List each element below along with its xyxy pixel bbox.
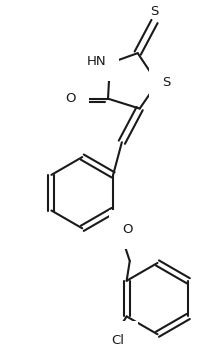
Text: O: O [65,92,75,105]
Text: HN: HN [86,54,106,67]
Text: O: O [122,223,132,236]
Text: Cl: Cl [111,334,124,347]
Text: S: S [162,76,171,90]
Text: S: S [150,5,159,18]
